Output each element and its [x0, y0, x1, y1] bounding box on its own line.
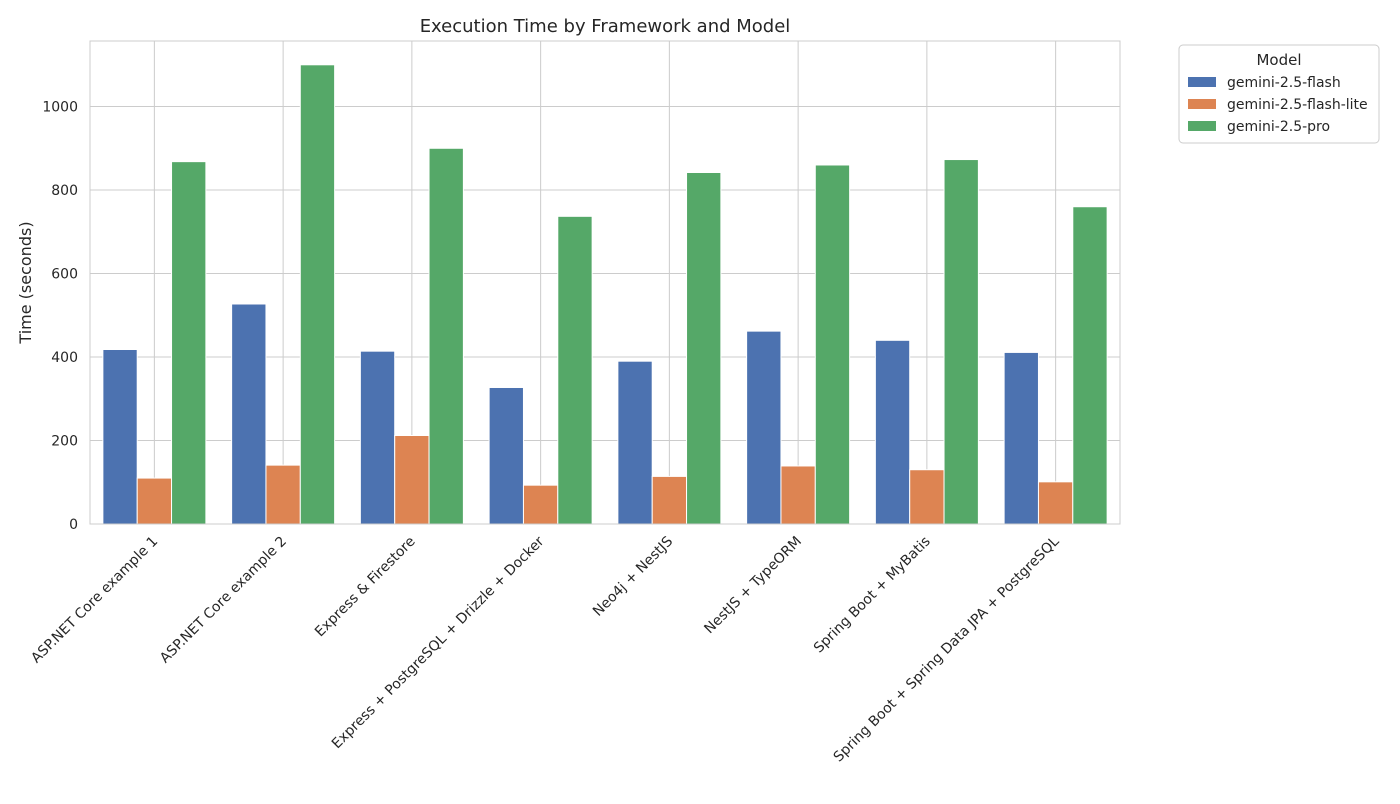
bar-gemini-2.5-flash-7: [1003, 351, 1039, 525]
x-tick-label: Spring Boot + MyBatis: [811, 534, 934, 657]
bar-gemini-2.5-flash-0: [102, 349, 138, 525]
legend-label: gemini-2.5-pro: [1227, 119, 1330, 135]
y-axis-label: Time (seconds): [16, 221, 35, 344]
legend-items: gemini-2.5-flash gemini-2.5-flash-lite gem…: [1188, 75, 1368, 135]
bar-gemini-2.5-flash-2: [359, 350, 396, 525]
legend-box: [1178, 44, 1380, 144]
y-tick-label: 0: [69, 517, 78, 533]
bar-gemini-2.5-pro-3: [557, 215, 593, 525]
bar-gemini-2.5-flash-lite-7: [1037, 481, 1074, 525]
bar-layer: [102, 64, 1108, 525]
y-tick-label: 200: [51, 434, 78, 450]
bar-gemini-2.5-flash-lite-6: [909, 469, 945, 525]
bar-gemini-2.5-flash-5: [746, 330, 782, 525]
bar-gemini-2.5-pro-5: [814, 164, 851, 525]
bar-gemini-2.5-flash-1: [231, 303, 267, 525]
bar-gemini-2.5-flash-6: [874, 339, 911, 525]
x-tick-label: Express & Firestore: [312, 534, 419, 641]
legend-swatch: [1188, 99, 1216, 109]
bar-gemini-2.5-flash-lite-2: [394, 434, 430, 525]
chart-title: Execution Time by Framework and Model: [420, 16, 791, 37]
y-tick-label: 800: [51, 183, 78, 199]
bar-gemini-2.5-flash-lite-0: [136, 477, 173, 525]
legend-title: Model: [1256, 51, 1301, 69]
legend-swatch: [1188, 121, 1216, 131]
y-tick-label: 400: [51, 350, 78, 366]
legend-label: gemini-2.5-flash-lite: [1227, 97, 1368, 113]
bar-gemini-2.5-pro-6: [943, 159, 979, 525]
bar-gemini-2.5-flash-lite-5: [780, 465, 816, 525]
bar-gemini-2.5-flash-3: [488, 386, 524, 525]
legend: Model gemini-2.5-flash gemini-2.5-flash-l…: [1178, 44, 1380, 144]
legend-label: gemini-2.5-flash: [1227, 75, 1341, 91]
bar-gemini-2.5-pro-2: [428, 147, 464, 525]
x-tick-label: Neo4j + NestJS: [590, 533, 676, 619]
x-tick-label: Express + PostgreSQL + Drizzle + Docker: [329, 533, 548, 752]
plot-frame: [89, 40, 1121, 525]
y-tick-labels: 0 200 400 600 800 1000: [42, 100, 78, 533]
bar-gemini-2.5-flash-lite-3: [522, 484, 559, 525]
bar-gemini-2.5-pro-4: [686, 171, 722, 525]
bar-gemini-2.5-pro-7: [1072, 206, 1108, 525]
y-tick-label: 600: [51, 267, 78, 283]
legend-swatch: [1188, 77, 1216, 87]
bar-gemini-2.5-flash-lite-4: [651, 475, 688, 525]
x-tick-label: ASP.NET Core example 1: [28, 534, 161, 667]
x-tick-label: NestJS + TypeORM: [701, 534, 805, 638]
bar-gemini-2.5-flash-4: [617, 360, 653, 525]
y-tick-label: 1000: [42, 100, 78, 116]
bar-gemini-2.5-pro-1: [299, 64, 336, 525]
bar-gemini-2.5-pro-0: [171, 161, 207, 525]
bar-gemini-2.5-flash-lite-1: [265, 464, 301, 525]
x-tick-label: Spring Boot + Spring Data JPA + PostgreS…: [831, 533, 1063, 765]
x-tick-label: ASP.NET Core example 2: [157, 534, 290, 667]
